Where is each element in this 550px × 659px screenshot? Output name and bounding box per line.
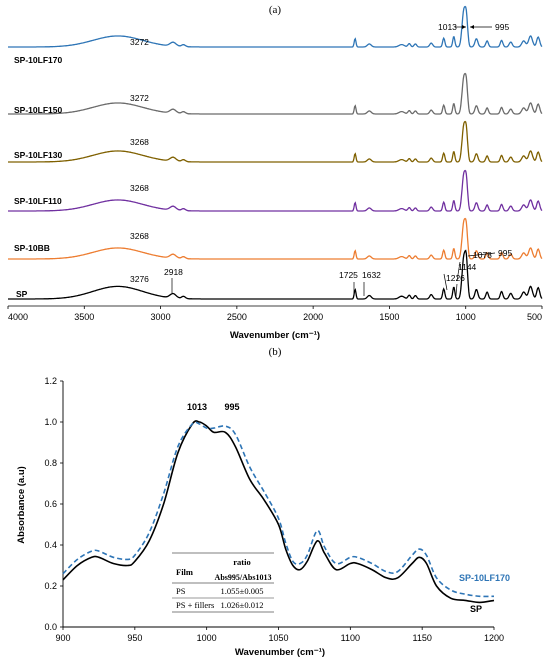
inset-header-ratio-formula: Abs995/Abs1013 [215,573,272,582]
panel-b-y-axis-label: Absorbance (a.u) [16,466,27,544]
peak-label: 1013 [438,22,457,32]
peak-label: 995 [498,248,512,258]
panel-b-x-tick-label: 950 [127,633,142,643]
panel-a-label: (a) [269,4,282,16]
panel-b-series-label-sp10lf170: SP-10LF170 [459,573,510,583]
band-label: 3268 [130,231,149,241]
inset-header-ratio: ratio [233,557,250,567]
inset-header-film: Film [176,567,193,577]
panel-b-x-tick-label: 1050 [268,633,288,643]
panel-a-x-tick-label: 2000 [303,312,323,322]
panel-b-label: (b) [269,346,282,358]
band-label: 3272 [130,37,149,47]
panel-b-x-axis-label: Wavenumber (cm⁻¹) [235,647,325,658]
band-label: 3268 [130,183,149,193]
panel-b-x-tick-label: 900 [55,633,70,643]
panel-b-y-tick-label: 0.0 [44,622,57,632]
band-label: 3276 [130,274,149,284]
series-line-sp-10lf170 [62,421,495,598]
peak-arrow [455,283,458,297]
series-label: SP-10LF150 [14,105,62,115]
panel-b-series-label-sp: SP [470,604,482,614]
inset-table: Film ratio Abs995/Abs1013 PS 1.055±0.005… [172,552,274,613]
panel-b-y-tick-label: 0.2 [44,581,57,591]
peak-label: 1144 [458,262,477,272]
series-label: SP-10LF130 [14,150,62,160]
panel-b-x-tick-label: 1100 [341,633,360,643]
inset-row-film: PS + fillers [176,600,214,610]
inset-row-film: PS [176,586,186,596]
series-line-sp-10lf150 [8,72,543,115]
inset-row-ratio: 1.055±0.005 [221,586,264,596]
peak-arrow [456,261,461,282]
inset-row-ratio: 1.026±0.012 [221,600,264,610]
series-label: SP [16,289,28,299]
series-line-sp [8,249,543,300]
panel-b-x-tick-label: 1200 [484,633,504,643]
panel-b-peak-label-1013: 1013 [187,402,207,412]
panel-a-x-tick-label: 1000 [456,312,476,322]
peak-label: 1725 [339,270,358,280]
peak-label: 2918 [164,267,183,277]
arrow-head [470,25,474,29]
panel-b-y-tick-label: 0.4 [44,540,57,550]
peak-arrow [467,252,496,257]
panel-b-plot [62,420,495,604]
peak-label: 1078 [473,250,492,260]
peak-label: 1632 [362,270,381,280]
peak-label: 1226 [446,273,465,283]
peak-label: 995 [495,22,509,32]
panel-a-x-tick-label: 500 [527,312,542,322]
panel-a-x-tick-label: 1500 [379,312,399,322]
panel-b-y-tick-label: 0.8 [44,458,57,468]
panel-a-x-tick-label: 3000 [151,312,171,322]
series-line-sp-10lf130 [8,120,543,163]
arrow-head [462,25,466,29]
peak-arrow [443,273,448,291]
panel-b-axes: 0.0 0.2 0.4 0.6 0.8 1.0 1.2 900 950 1000 1050 1100 1… [44,376,504,643]
panel-b-y-tick-label: 0.6 [44,499,57,509]
panel-b-x-tick-label: 1000 [197,633,217,643]
panel-a-x-tick-label: 2500 [227,312,247,322]
series-line-sp-10lf170 [8,5,543,48]
series-label: SP-10LF110 [14,196,62,206]
series-label: SP-10LF170 [14,55,62,65]
band-label: 3272 [130,93,149,103]
panel-b-peak-label-995: 995 [224,402,239,412]
panel-a-x-axis-label: Wavenumber (cm⁻¹) [230,330,320,341]
panel-a-x-tick-label: 4000 [8,312,28,322]
panel-a-x-tick-label: 3500 [74,312,94,322]
band-label: 3268 [130,137,149,147]
panel-b-x-tick-label: 1150 [412,633,431,643]
series-line-sp-10lf110 [8,169,543,212]
series-line-sp-10bb [8,217,543,260]
panel-a-x-ticks: 4000 3500 3000 2500 2000 1500 1000 500 [7,306,543,322]
panel-b-y-tick-label: 1.2 [44,376,57,386]
series-line-sp [62,420,495,604]
panel-b-y-tick-label: 1.0 [44,417,57,427]
series-label: SP-10BB [14,243,50,253]
panel-a-plot: SP-10LF170 3272 SP-10LF150 3272 SP-10LF130 32… [8,5,543,300]
